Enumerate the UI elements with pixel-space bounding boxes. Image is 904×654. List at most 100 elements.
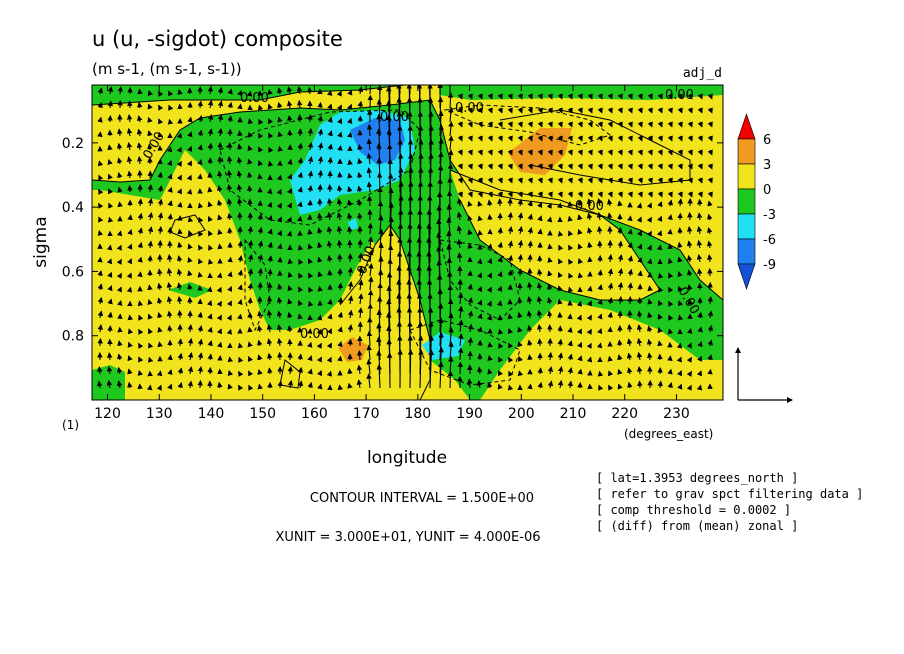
vector-arrow (206, 299, 213, 307)
vector-arrow (117, 172, 123, 179)
vector-arrow (677, 107, 683, 114)
vector-arrow (627, 149, 633, 156)
plot-area: 0.00 0.00 0.00 0.00 0.00 0.00 0.00 0.00 … (92, 85, 723, 400)
vector-arrow (696, 384, 703, 391)
vector-arrow (208, 244, 214, 251)
vector-arrow (487, 355, 493, 362)
vector-arrow (507, 240, 514, 249)
vector-arrow (537, 149, 543, 156)
vector-arrow (137, 271, 143, 278)
vector-arrow (337, 282, 343, 291)
vector-arrow (597, 313, 603, 320)
vector-arrow (176, 268, 183, 277)
vector-arrow (157, 326, 163, 333)
vector-arrow (697, 177, 703, 184)
vector-arrow (286, 230, 293, 237)
vector-arrow (467, 177, 473, 184)
vector-arrow (126, 141, 133, 151)
vector-arrow (477, 229, 483, 236)
vector-arrow (517, 149, 523, 156)
vector-arrow (337, 185, 343, 193)
vector-arrow (367, 222, 374, 235)
vector-arrow (486, 272, 492, 279)
vector-arrow (477, 299, 483, 306)
vector-arrow (336, 118, 342, 125)
vector-arrow (286, 188, 292, 195)
vector-arrow (508, 356, 514, 363)
vector-arrow (527, 191, 533, 198)
vector-arrow (477, 286, 483, 293)
vector-arrow (357, 199, 363, 207)
vector-arrow (617, 163, 623, 170)
vector-arrow (217, 127, 224, 137)
vector-arrow (347, 117, 353, 124)
vector-arrow (677, 314, 684, 321)
vector-arrow (696, 268, 703, 277)
vector-arrow (438, 110, 444, 137)
vector-arrow (257, 254, 264, 263)
vector-arrow (98, 174, 104, 181)
vector-arrow (327, 313, 333, 320)
vector-arrow (477, 121, 483, 128)
vector-arrow (677, 135, 683, 142)
vector-arrow (307, 127, 314, 137)
vector-arrow (97, 87, 103, 95)
vector-arrow (197, 325, 204, 333)
vector-arrow (557, 177, 563, 184)
vector-arrow (136, 155, 143, 165)
vector-arrow (557, 338, 563, 347)
vector-arrow (247, 282, 254, 291)
vector-arrow (577, 191, 583, 198)
vector-arrow (456, 238, 463, 249)
vector-arrow (347, 103, 353, 110)
vector-arrow (676, 342, 683, 349)
vector-arrow (686, 254, 693, 263)
vector-arrow (226, 328, 233, 335)
vector-arrow (347, 186, 353, 193)
contour-label: 0.00 (240, 91, 269, 106)
vector-arrow (257, 240, 264, 249)
vector-arrow (107, 311, 113, 319)
vector-arrow (507, 149, 513, 156)
vector-arrow (158, 104, 164, 111)
vector-arrow (527, 227, 534, 235)
vector-arrow (277, 283, 283, 291)
vector-arrow (358, 279, 364, 291)
vector-arrow (557, 121, 563, 128)
vector-arrow (108, 202, 114, 209)
vector-arrow (298, 258, 304, 265)
vector-arrow (157, 131, 163, 138)
vector-arrow (257, 310, 263, 319)
vector-arrow (297, 300, 304, 307)
vector-arrow (126, 127, 133, 137)
vector-arrow (267, 241, 273, 249)
vector-arrow (507, 121, 513, 128)
vector-arrow (186, 188, 193, 195)
vector-arrow (507, 328, 514, 335)
colorbar-segment (737, 213, 756, 240)
vector-arrow (137, 198, 144, 207)
vector-arrow (617, 254, 624, 263)
vector-arrow (277, 131, 283, 138)
vector-arrow (307, 381, 313, 389)
contour-negative-lower (409, 319, 521, 386)
vector-arrow (177, 338, 183, 347)
vector-arrow (647, 163, 653, 170)
vector-arrow (258, 118, 264, 125)
vector-arrow (366, 373, 372, 389)
plot-frame (91, 84, 724, 401)
vector-arrow (476, 258, 483, 265)
vector-arrow (657, 380, 663, 389)
vector-arrow (668, 314, 674, 321)
vector-arrow (347, 267, 354, 277)
vector-arrow (217, 199, 223, 207)
vector-arrow (627, 242, 633, 249)
vector-arrow (537, 163, 543, 170)
vector-arrow (257, 267, 264, 277)
vector-arrow (677, 271, 683, 278)
vector-arrow (457, 149, 463, 156)
vector-arrow (467, 121, 473, 128)
vector-arrow (657, 163, 663, 170)
vector-arrow (617, 267, 624, 277)
vector-arrow (147, 130, 153, 137)
